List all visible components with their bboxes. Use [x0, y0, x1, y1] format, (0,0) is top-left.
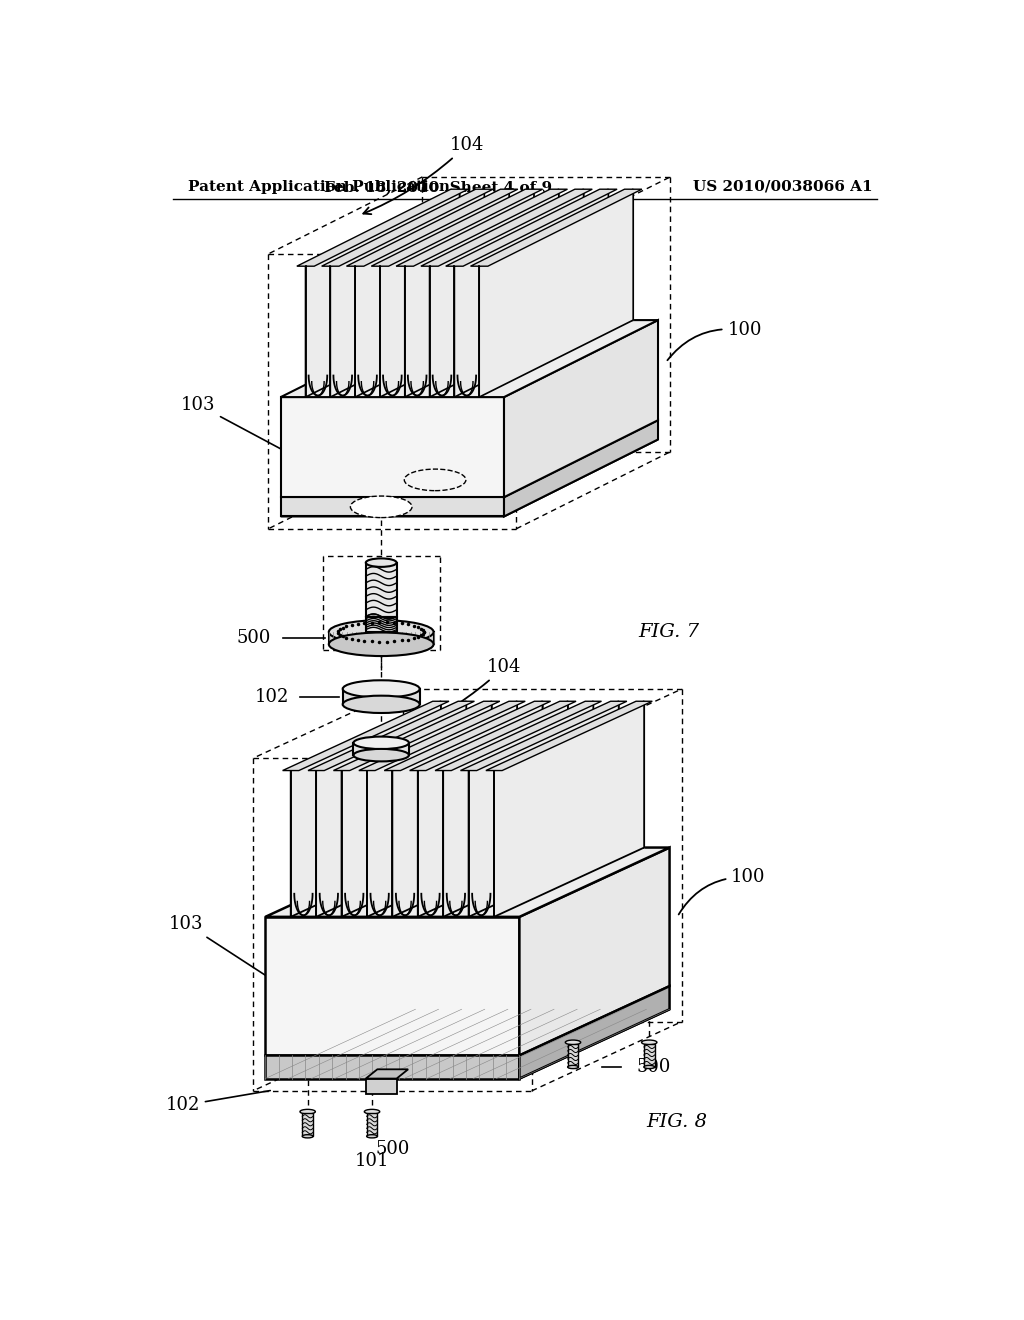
Text: 101: 101	[354, 1151, 389, 1170]
Polygon shape	[485, 701, 652, 771]
Text: 104: 104	[364, 136, 484, 214]
Ellipse shape	[329, 620, 433, 644]
Polygon shape	[291, 701, 441, 917]
Ellipse shape	[302, 1135, 313, 1138]
Polygon shape	[396, 189, 567, 267]
Ellipse shape	[353, 737, 409, 748]
Polygon shape	[410, 701, 577, 771]
Polygon shape	[334, 701, 500, 771]
Text: 103: 103	[169, 915, 269, 978]
Polygon shape	[392, 701, 543, 917]
Ellipse shape	[366, 558, 396, 566]
Ellipse shape	[300, 1109, 315, 1114]
Ellipse shape	[565, 1040, 581, 1044]
Polygon shape	[316, 701, 466, 917]
Polygon shape	[372, 189, 543, 267]
Polygon shape	[430, 189, 584, 397]
Polygon shape	[366, 1078, 396, 1094]
Polygon shape	[421, 189, 592, 267]
Text: 100: 100	[668, 321, 762, 360]
Polygon shape	[644, 1044, 654, 1067]
Polygon shape	[435, 701, 601, 771]
Polygon shape	[366, 1069, 409, 1078]
Text: US 2010/0038066 A1: US 2010/0038066 A1	[692, 180, 872, 194]
Polygon shape	[443, 701, 593, 917]
Polygon shape	[265, 1010, 670, 1078]
Polygon shape	[445, 189, 617, 267]
Text: 104: 104	[397, 657, 521, 737]
Polygon shape	[504, 420, 658, 516]
Polygon shape	[455, 189, 608, 397]
Polygon shape	[308, 701, 474, 771]
Ellipse shape	[365, 1109, 380, 1114]
Polygon shape	[331, 189, 484, 397]
Polygon shape	[494, 701, 644, 917]
Polygon shape	[519, 986, 670, 1078]
Polygon shape	[380, 189, 534, 397]
Ellipse shape	[644, 1065, 654, 1069]
Polygon shape	[281, 397, 504, 498]
Ellipse shape	[567, 1065, 579, 1069]
Polygon shape	[302, 1113, 313, 1137]
Text: FIG. 8: FIG. 8	[646, 1113, 708, 1131]
Text: 101: 101	[360, 747, 462, 791]
Polygon shape	[504, 321, 658, 498]
Text: 500: 500	[376, 1140, 410, 1158]
Ellipse shape	[353, 748, 409, 762]
Text: 103: 103	[181, 396, 285, 451]
Polygon shape	[281, 498, 504, 516]
Polygon shape	[305, 189, 460, 397]
Polygon shape	[265, 917, 519, 1056]
Polygon shape	[366, 562, 396, 616]
Polygon shape	[322, 189, 493, 267]
Text: 100: 100	[679, 869, 766, 915]
Text: FIG. 7: FIG. 7	[639, 623, 699, 642]
Text: 102: 102	[166, 1090, 270, 1114]
Polygon shape	[519, 847, 670, 1056]
Polygon shape	[283, 701, 449, 771]
Polygon shape	[469, 701, 618, 917]
Polygon shape	[367, 1113, 378, 1137]
Ellipse shape	[329, 632, 433, 656]
Text: 500: 500	[237, 630, 271, 647]
Ellipse shape	[343, 696, 420, 713]
Text: 102: 102	[254, 688, 289, 706]
Polygon shape	[404, 189, 559, 397]
Ellipse shape	[343, 680, 420, 697]
Ellipse shape	[350, 496, 412, 517]
Polygon shape	[355, 189, 509, 397]
Polygon shape	[342, 701, 492, 917]
Polygon shape	[367, 701, 517, 917]
Polygon shape	[567, 1044, 579, 1067]
Polygon shape	[353, 743, 409, 755]
Polygon shape	[281, 440, 658, 516]
Polygon shape	[470, 189, 642, 267]
Polygon shape	[384, 701, 551, 771]
Polygon shape	[297, 189, 468, 267]
Ellipse shape	[367, 1135, 378, 1138]
Polygon shape	[366, 616, 396, 632]
Text: Patent Application Publication: Patent Application Publication	[188, 180, 451, 194]
Text: 500: 500	[637, 1059, 671, 1076]
Polygon shape	[281, 321, 658, 397]
Polygon shape	[479, 189, 633, 397]
Polygon shape	[329, 632, 433, 644]
Polygon shape	[343, 689, 420, 705]
Text: Feb. 18, 2010  Sheet 4 of 9: Feb. 18, 2010 Sheet 4 of 9	[325, 180, 553, 194]
Polygon shape	[265, 1056, 519, 1078]
Polygon shape	[265, 847, 670, 917]
Polygon shape	[418, 701, 568, 917]
Polygon shape	[358, 701, 525, 771]
Polygon shape	[461, 701, 627, 771]
Polygon shape	[346, 189, 518, 267]
Ellipse shape	[641, 1040, 657, 1044]
